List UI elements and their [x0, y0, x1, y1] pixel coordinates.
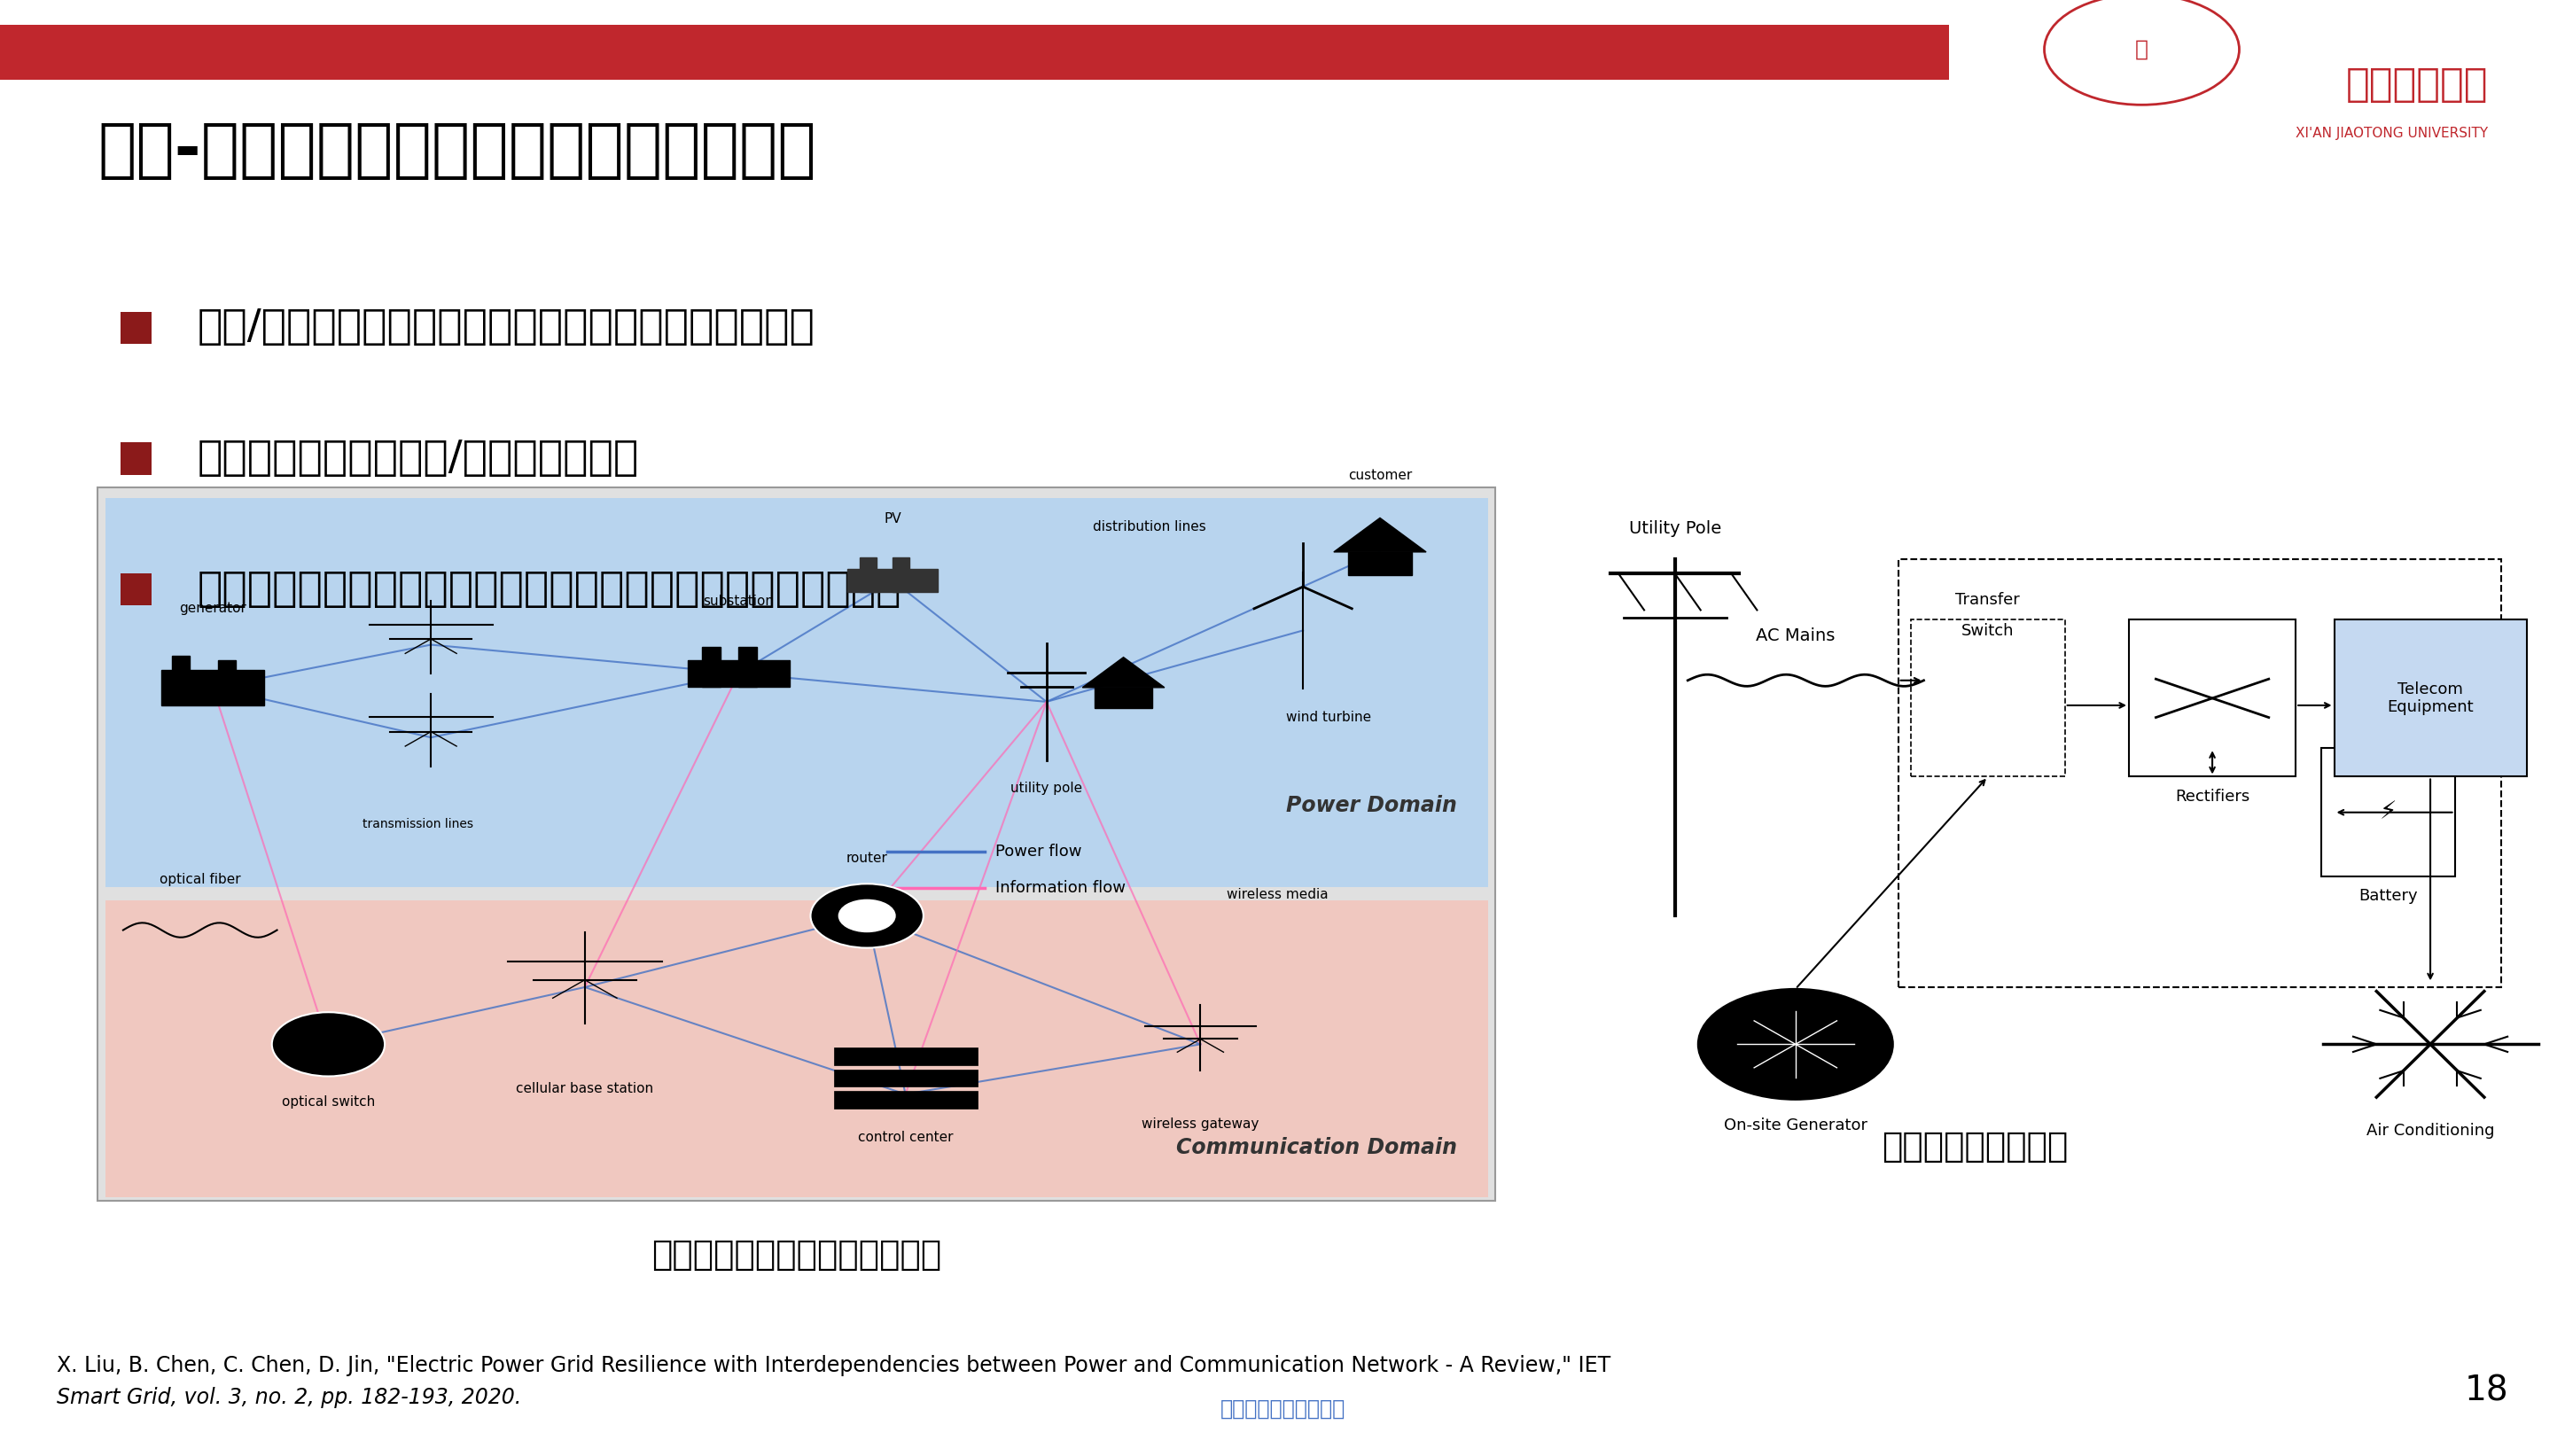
Text: PV: PV — [885, 513, 900, 526]
Text: 校: 校 — [2134, 39, 2149, 60]
Text: wireless gateway: wireless gateway — [1141, 1117, 1259, 1130]
Text: ⚡: ⚡ — [2380, 799, 2396, 824]
Bar — [859, 558, 877, 593]
Text: Information flow: Information flow — [995, 879, 1126, 895]
Text: 通信设备的供电系统: 通信设备的供电系统 — [1883, 1130, 2067, 1163]
Text: 极端事件下两个系统影响关联性，导致整个供电恢复的效率下降: 极端事件下两个系统影响关联性，导致整个供电恢复的效率下降 — [198, 569, 903, 610]
Bar — [97, 488, 1495, 1201]
Bar — [834, 1092, 977, 1109]
Text: Communication Domain: Communication Domain — [1175, 1137, 1457, 1159]
Bar — [834, 1069, 977, 1086]
Bar — [218, 660, 236, 673]
Text: Utility Pole: Utility Pole — [1629, 520, 1721, 537]
Bar — [121, 574, 151, 606]
Circle shape — [272, 1012, 385, 1076]
Text: substation: substation — [703, 594, 775, 607]
Text: router: router — [846, 852, 887, 865]
Bar — [1898, 559, 2501, 987]
Text: optical fiber: optical fiber — [159, 874, 241, 887]
Text: Air Conditioning: Air Conditioning — [2367, 1123, 2493, 1139]
Circle shape — [811, 884, 923, 948]
Bar — [687, 660, 790, 686]
Bar — [1911, 620, 2065, 776]
Text: XI'AN JIAOTONG UNIVERSITY: XI'AN JIAOTONG UNIVERSITY — [2296, 127, 2488, 140]
Text: AC Mains: AC Mains — [1757, 628, 1834, 645]
Bar — [1095, 687, 1152, 709]
Bar — [121, 312, 151, 344]
Text: Transfer: Transfer — [1955, 593, 2021, 609]
Text: Power flow: Power flow — [995, 843, 1082, 859]
Bar — [172, 655, 190, 673]
Bar — [1347, 552, 1413, 575]
Text: 电力系统故障影响通信/信息系统的供电: 电力系统故障影响通信/信息系统的供电 — [198, 438, 639, 479]
Text: 通信/信息系统故障影响恢复决策的信息采集和指令下达: 通信/信息系统故障影响恢复决策的信息采集和指令下达 — [198, 307, 816, 348]
Text: customer: customer — [1349, 469, 1411, 482]
Text: Switch: Switch — [1962, 623, 2014, 639]
Text: utility pole: utility pole — [1011, 782, 1082, 795]
Text: distribution lines: distribution lines — [1093, 520, 1206, 533]
Bar — [0, 25, 1949, 80]
Bar — [846, 569, 939, 593]
Polygon shape — [1334, 518, 1426, 552]
Text: 《电工技术学报》发布: 《电工技术学报》发布 — [1221, 1398, 1344, 1420]
Bar — [162, 670, 264, 705]
Circle shape — [839, 900, 895, 932]
Text: X. Liu, B. Chen, C. Chen, D. Jin, "Electric Power Grid Resilience with Interdepe: X. Liu, B. Chen, C. Chen, D. Jin, "Elect… — [56, 1354, 1611, 1376]
Text: transmission lines: transmission lines — [362, 818, 475, 830]
Text: 西安交通大学: 西安交通大学 — [2347, 66, 2488, 103]
Bar — [834, 1048, 977, 1066]
Bar — [121, 443, 151, 475]
Polygon shape — [1082, 657, 1165, 687]
Text: 18: 18 — [2465, 1374, 2509, 1408]
Bar — [893, 558, 908, 593]
Text: Battery: Battery — [2357, 888, 2419, 904]
Text: Rectifiers: Rectifiers — [2175, 788, 2250, 804]
Text: 电力系统和通信系统的耦合关系: 电力系统和通信系统的耦合关系 — [652, 1238, 941, 1271]
Bar — [2334, 620, 2527, 776]
Bar — [2129, 620, 2296, 776]
Circle shape — [1698, 989, 1893, 1099]
Text: optical switch: optical switch — [282, 1095, 374, 1108]
Text: Telecom
Equipment: Telecom Equipment — [2388, 681, 2473, 715]
Text: On-site Generator: On-site Generator — [1724, 1117, 1867, 1133]
Text: cellular base station: cellular base station — [516, 1082, 654, 1095]
Text: wireless media: wireless media — [1226, 888, 1329, 901]
Text: control center: control center — [857, 1130, 954, 1144]
Bar — [703, 646, 721, 686]
Bar — [2321, 748, 2455, 877]
Bar — [105, 901, 1488, 1197]
Bar — [105, 498, 1488, 887]
Text: 信息-物理耦合特性对电力系统恢复的影响: 信息-物理耦合特性对电力系统恢复的影响 — [97, 121, 816, 182]
Bar — [739, 646, 757, 686]
Text: Smart Grid, vol. 3, no. 2, pp. 182-193, 2020.: Smart Grid, vol. 3, no. 2, pp. 182-193, … — [56, 1386, 521, 1408]
Text: wind turbine: wind turbine — [1285, 711, 1372, 724]
Text: Power Domain: Power Domain — [1285, 795, 1457, 815]
Text: generator: generator — [180, 601, 246, 614]
